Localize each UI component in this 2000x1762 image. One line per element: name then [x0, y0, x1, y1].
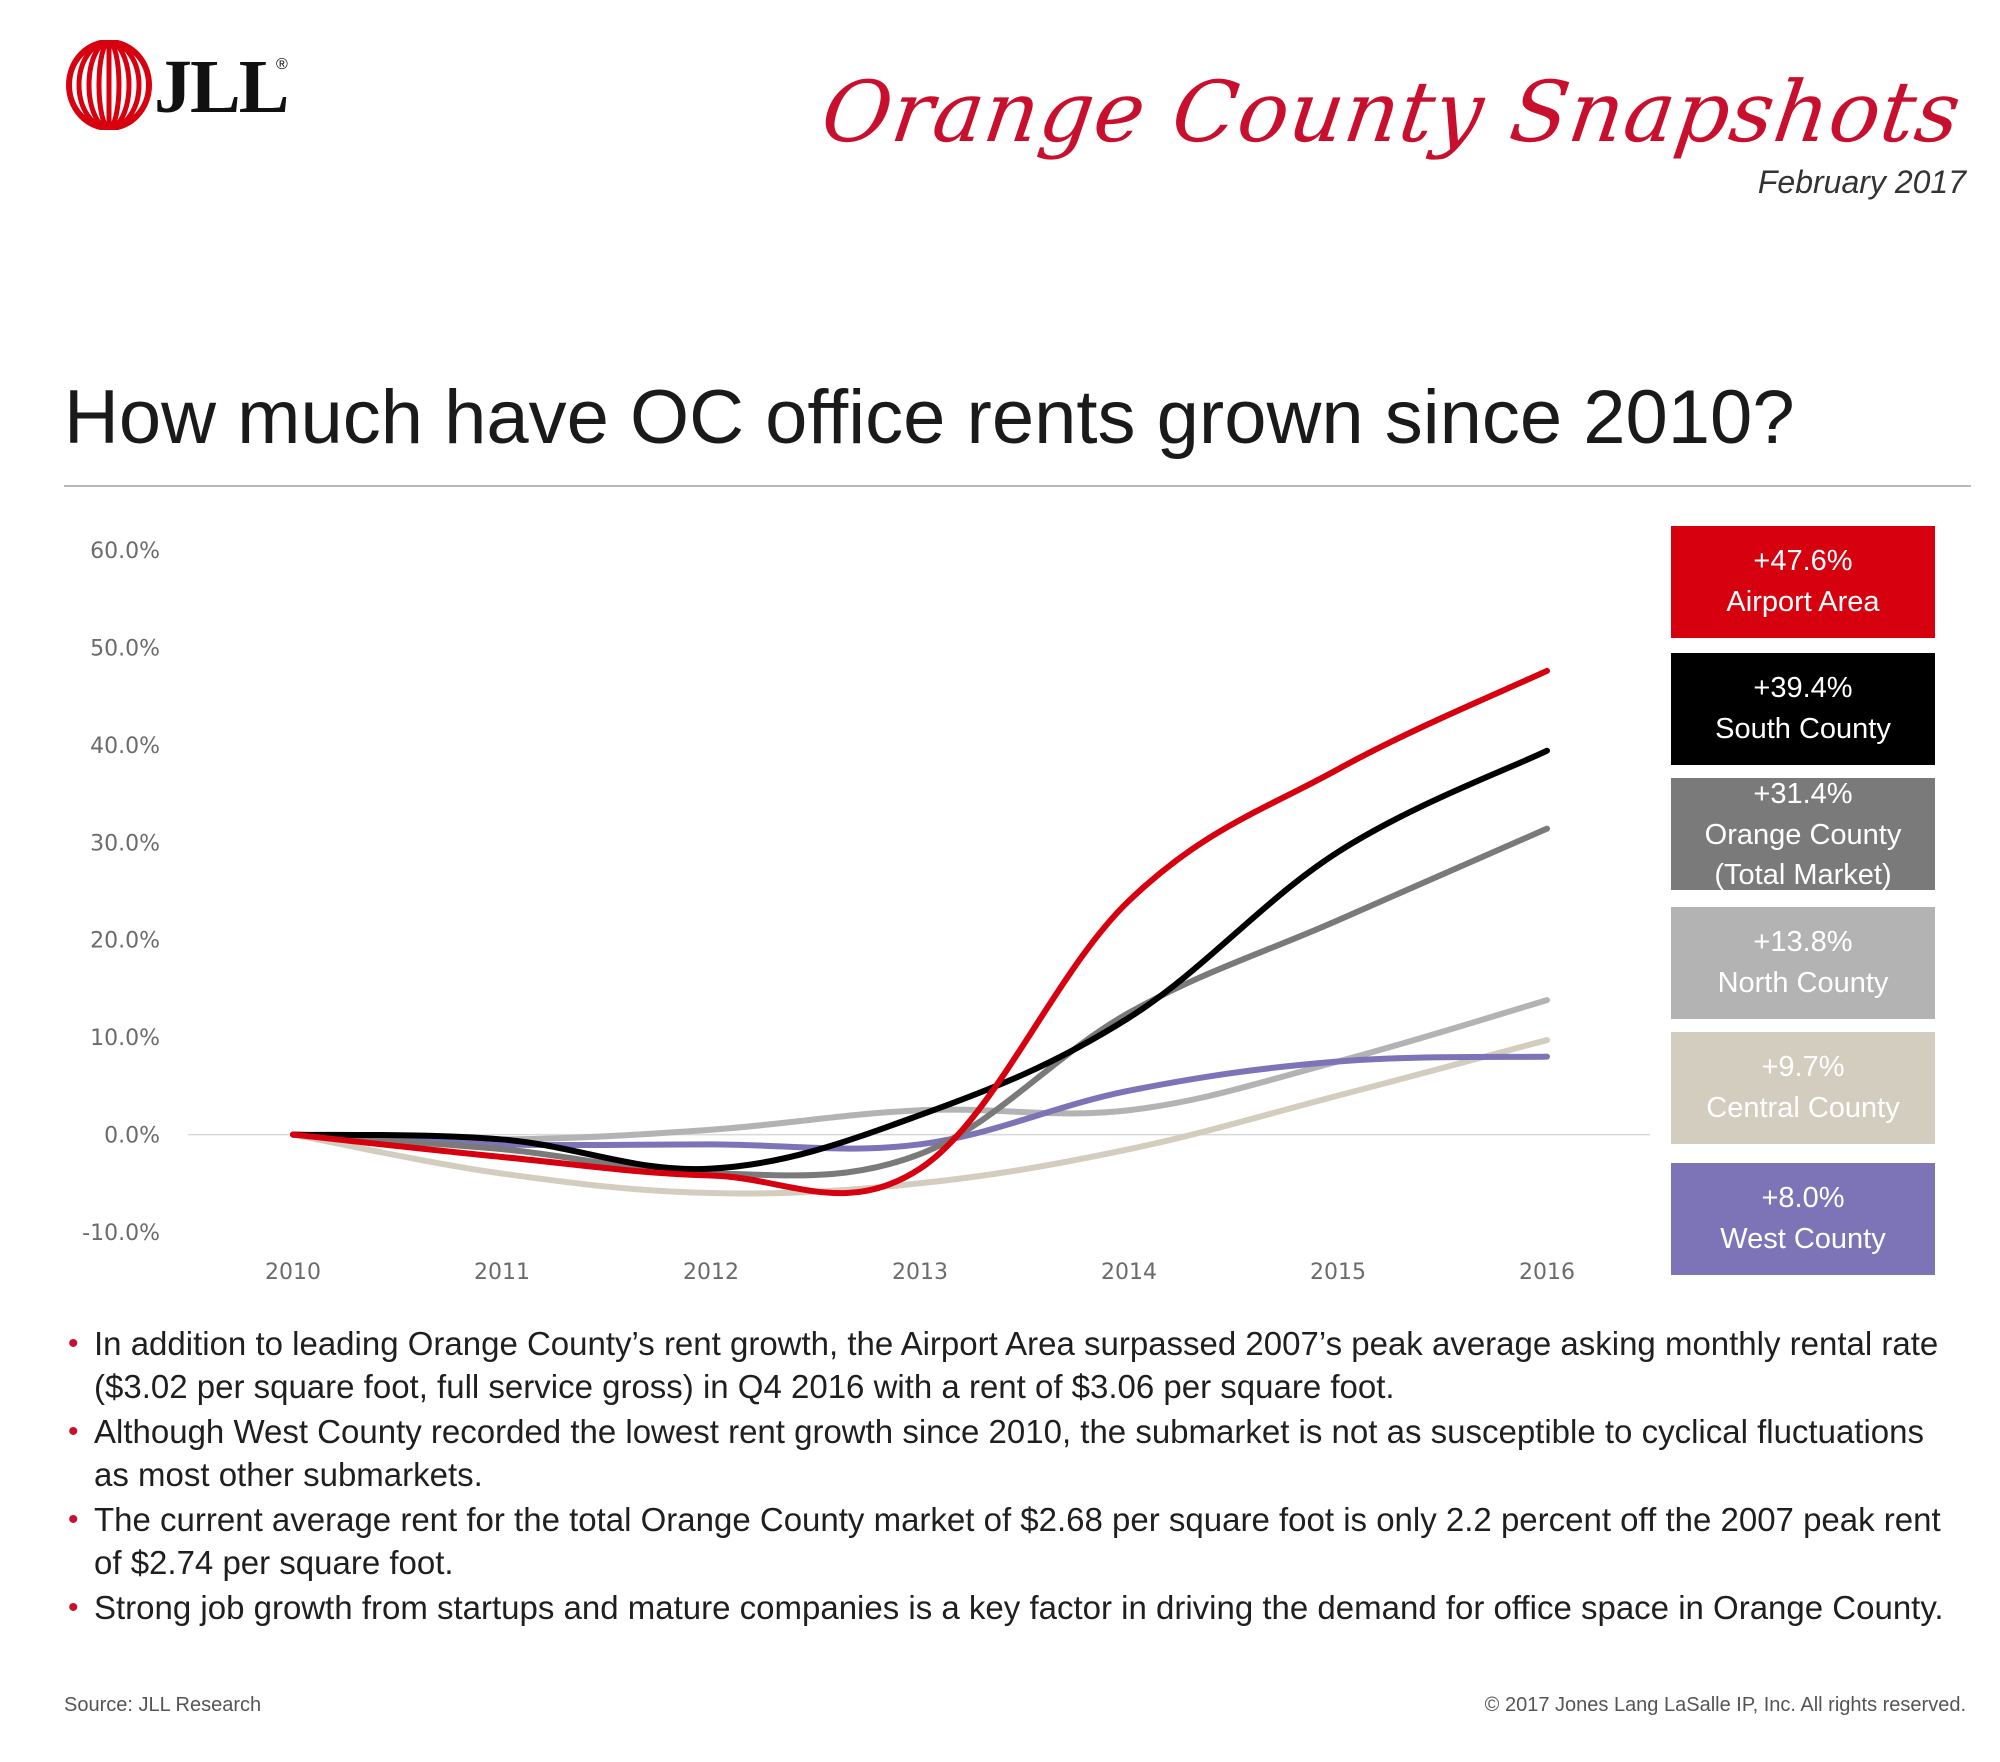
legend-value: +31.4%: [1753, 777, 1853, 810]
x-tick-label: 2013: [892, 1260, 948, 1285]
legend-item: +13.8% North County: [1671, 907, 1935, 1019]
y-tick-label: 40.0%: [90, 734, 160, 759]
y-tick-label: -10.0%: [82, 1221, 160, 1246]
publication-title: Orange County Snapshots: [815, 63, 1967, 161]
jll-helix-icon: [66, 39, 152, 131]
x-tick-label: 2010: [265, 1260, 321, 1285]
legend-label: North County: [1717, 967, 1889, 999]
legend-value: +13.8%: [1753, 926, 1853, 958]
rent-growth-line-chart: 60.0% 50.0% 40.0% 30.0% 20.0% 10.0% 0.0% -10.0%…: [82, 539, 1650, 1285]
legend-item: +9.7% Central County: [1671, 1032, 1935, 1144]
series-line-airport-area: [290, 667, 1550, 1197]
legend-item: +8.0% West County: [1671, 1163, 1935, 1275]
headline-divider: [64, 485, 1971, 487]
jll-logo: [64, 39, 304, 131]
x-tick-label: 2016: [1519, 1260, 1575, 1285]
list-item: • Although West County recorded the lowes…: [64, 1410, 1964, 1496]
y-tick-label: 60.0%: [90, 539, 160, 564]
series-line-central-county: [290, 1037, 1550, 1197]
key-findings-list: • In addition to leading Orange County’s …: [64, 1322, 1964, 1631]
source-note: Source: JLL Research: [64, 1694, 262, 1716]
legend-label: West County: [1720, 1223, 1886, 1255]
x-tick-label: 2011: [474, 1260, 530, 1285]
registered-mark: ®: [276, 56, 288, 73]
copyright-note: © 2017 Jones Lang LaSalle IP, Inc. All r…: [1484, 1694, 1966, 1716]
legend-label: Central County: [1706, 1092, 1900, 1124]
series-line-north-county: [290, 997, 1550, 1143]
y-tick-label: 50.0%: [90, 636, 160, 661]
bullet-text: Although West County recorded the lowest…: [94, 1413, 1925, 1493]
legend-value: +8.0%: [1761, 1182, 1845, 1214]
series-line-west-county: [290, 1053, 1550, 1152]
y-tick-label: 30.0%: [90, 831, 160, 856]
logo-text: JLL: [154, 45, 289, 129]
series-line-orange-county-total-market: [290, 825, 1550, 1179]
list-item: • Strong job growth from startups and mat…: [64, 1586, 1964, 1629]
x-tick-label: 2012: [683, 1260, 739, 1285]
x-tick-label: 2014: [1101, 1260, 1157, 1285]
y-tick-label: 10.0%: [90, 1026, 160, 1051]
bullet-icon: •: [68, 1591, 79, 1624]
bullet-text: The current average rent for the total O…: [94, 1501, 1941, 1581]
y-tick-label: 20.0%: [90, 929, 160, 954]
legend-label: Airport Area: [1726, 586, 1880, 618]
series-line-south-county: [290, 747, 1550, 1173]
x-tick-label: 2015: [1310, 1260, 1366, 1285]
legend-value: +39.4%: [1753, 672, 1853, 704]
y-tick-label: 0.0%: [104, 1124, 160, 1149]
bullet-text: Strong job growth from startups and matu…: [94, 1589, 1944, 1626]
bullet-icon: •: [68, 1327, 79, 1360]
legend-label: Orange County (Total Market): [1704, 818, 1902, 891]
legend-value: +9.7%: [1761, 1051, 1845, 1083]
headline: How much have OC office rents grown sinc…: [64, 375, 1795, 460]
legend-item: +31.4% Orange County (Total Market): [1671, 778, 1935, 891]
list-item: • In addition to leading Orange County’s …: [64, 1322, 1964, 1408]
legend-item: +39.4% South County: [1671, 653, 1935, 765]
legend-item: +47.6% Airport Area: [1671, 526, 1935, 638]
legend-value: +47.6%: [1753, 545, 1853, 577]
bullet-icon: •: [68, 1415, 79, 1448]
list-item: • The current average rent for the total …: [64, 1498, 1964, 1584]
bullet-text: In addition to leading Orange County’s r…: [94, 1325, 1939, 1405]
bullet-icon: •: [68, 1503, 79, 1536]
legend-label: South County: [1715, 713, 1891, 745]
publication-date: February 2017: [1757, 164, 1966, 200]
